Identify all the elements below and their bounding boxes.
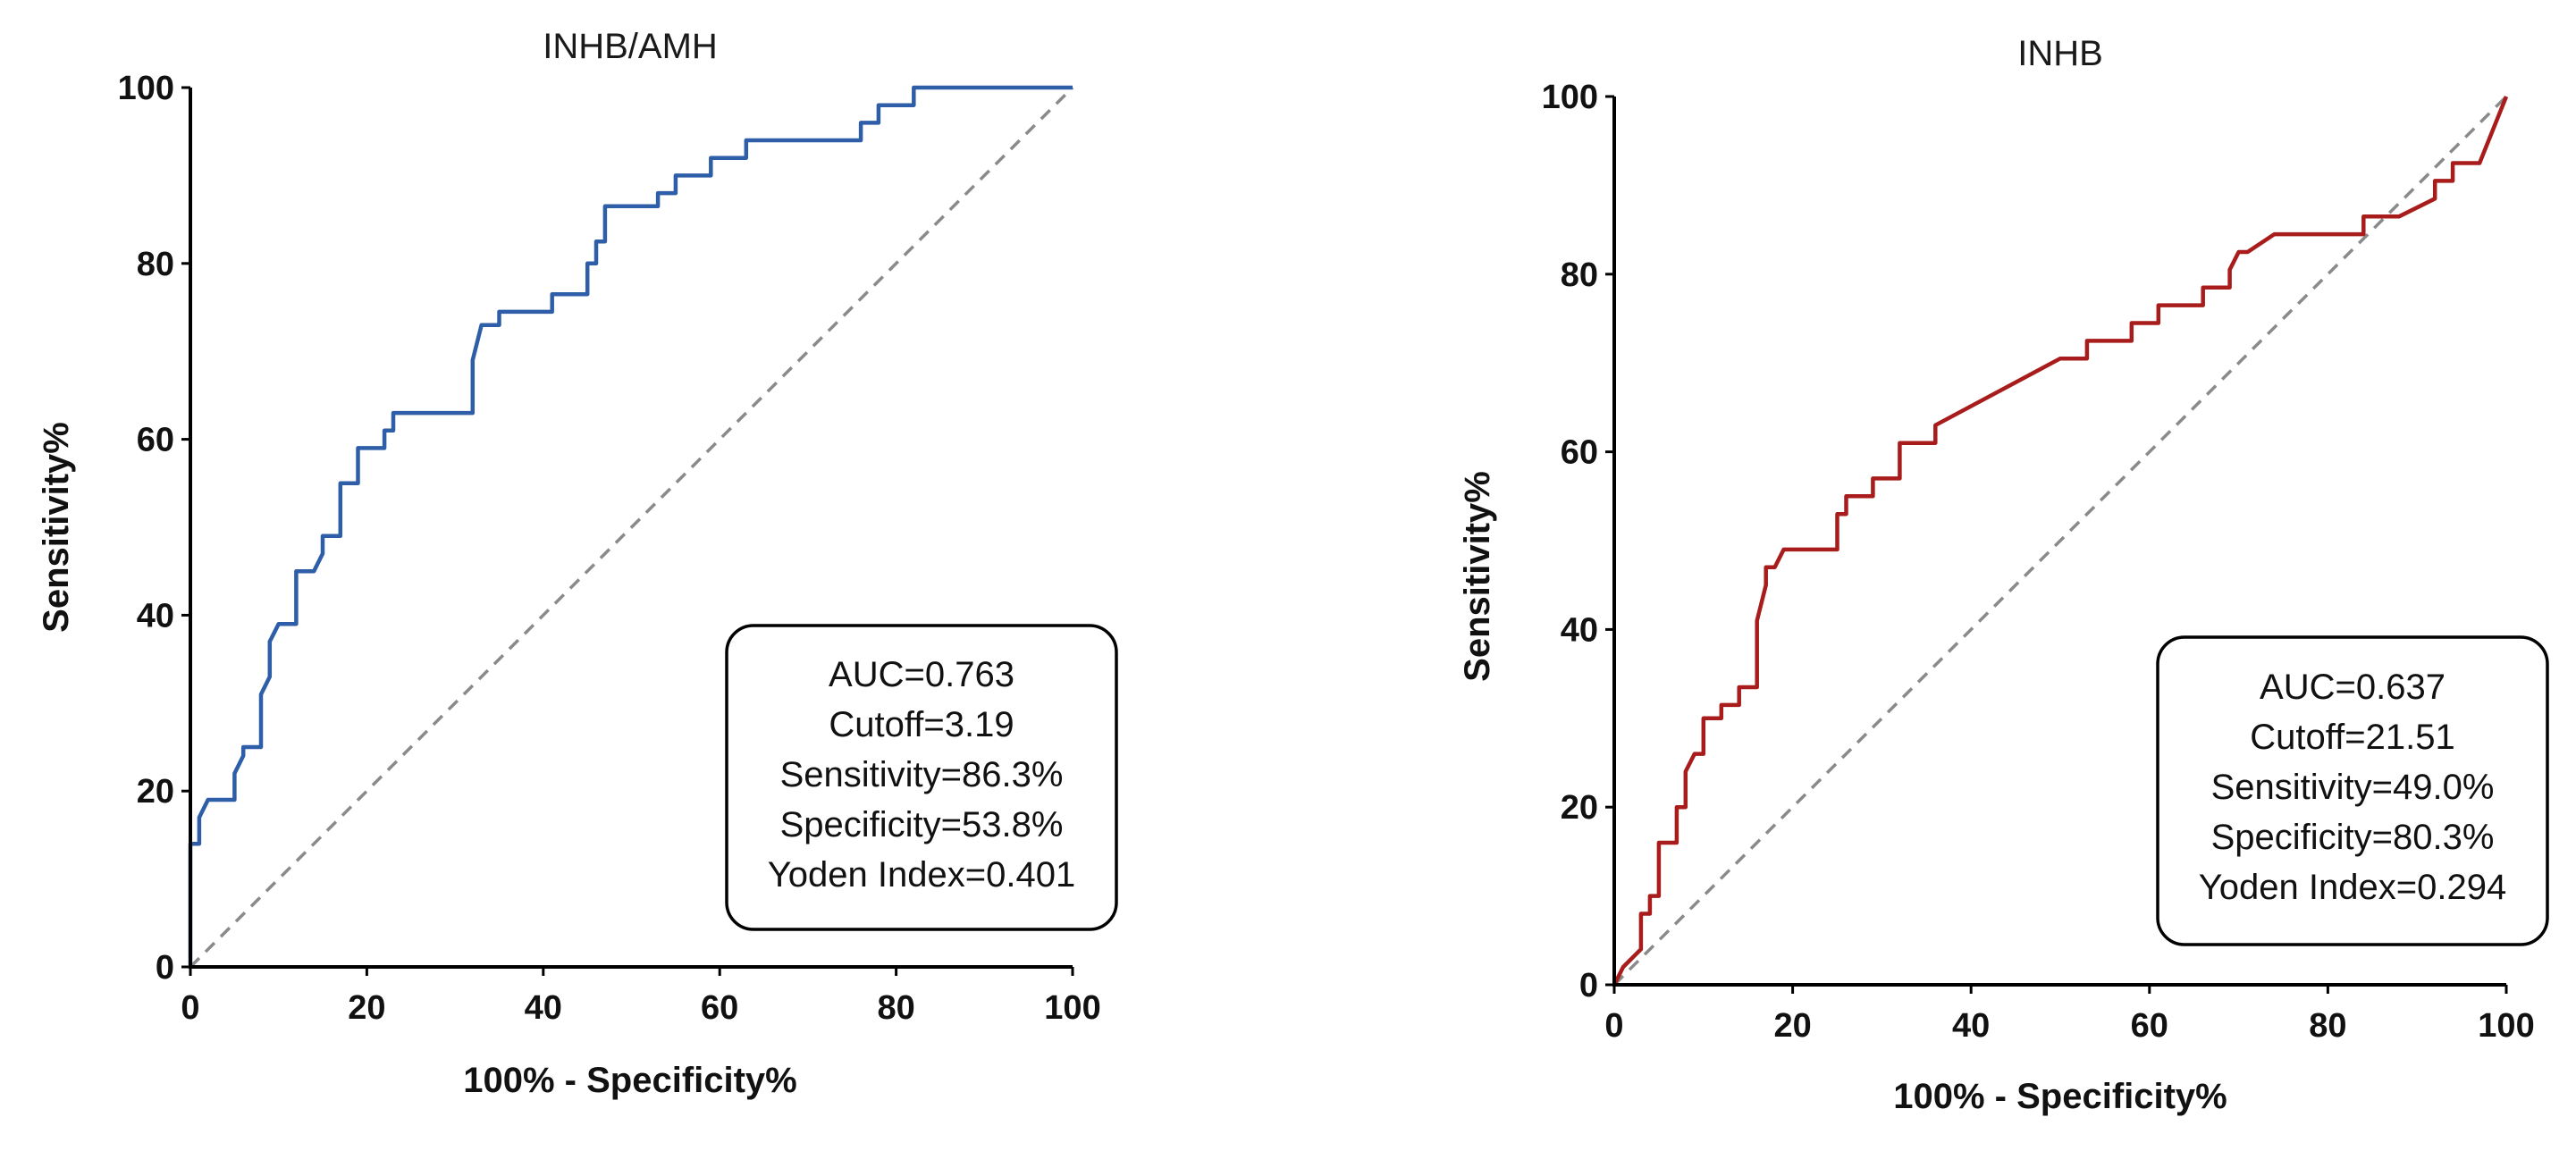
stats-box: AUC=0.763 Cutoff=3.19 Sensitivity=86.3% …: [725, 624, 1118, 931]
stats-box: AUC=0.637 Cutoff=21.51 Sensitivity=49.0%…: [2156, 635, 2549, 946]
y-axis-ticks: 0 20 40 60 80 100: [1542, 79, 1614, 1004]
y-tick-label: 100: [118, 70, 174, 107]
y-axis-ticks: 0 20 40 60 80 100: [118, 70, 190, 987]
y-tick-label: 60: [137, 422, 174, 459]
sensitivity-text: Sensitivity=49.0%: [2211, 768, 2495, 807]
y-tick-label: 40: [1561, 611, 1598, 649]
y-axis-label: Sensitivity%: [37, 422, 76, 633]
x-tick-label: 0: [1604, 1007, 1623, 1045]
yoden-index-text: Yoden Index=0.294: [2199, 868, 2506, 907]
x-tick-label: 40: [1952, 1007, 1990, 1045]
auc-text: AUC=0.763: [829, 655, 1014, 694]
y-tick-label: 40: [137, 597, 174, 634]
y-tick-label: 80: [137, 246, 174, 283]
chart-title: INHB: [2017, 34, 2103, 73]
roc-curve: [188, 85, 1073, 967]
y-tick-label: 60: [1561, 434, 1598, 472]
x-axis-ticks: 0 20 40 60 80 100: [1604, 985, 2535, 1045]
x-tick-label: 100: [2478, 1007, 2534, 1045]
x-axis-label: 100% - Specificity%: [1893, 1077, 2227, 1116]
x-tick-label: 20: [348, 989, 385, 1027]
x-tick-label: 40: [525, 989, 562, 1027]
x-tick-label: 100: [1044, 989, 1100, 1027]
cutoff-text: Cutoff=21.51: [2250, 718, 2454, 757]
roc-chart-inhb-amh: INHB/AMH 0 20 40 60 80 100 0 20 40 60 80 100 100% …: [37, 27, 1118, 1100]
x-tick-label: 80: [877, 989, 914, 1027]
x-tick-label: 80: [2309, 1007, 2346, 1045]
axes: [1612, 97, 2506, 987]
y-tick-label: 0: [1579, 967, 1598, 1004]
specificity-text: Specificity=80.3%: [2211, 818, 2495, 857]
specificity-text: Specificity=53.8%: [780, 805, 1064, 844]
sensitivity-text: Sensitivity=86.3%: [780, 755, 1064, 794]
x-tick-label: 0: [181, 989, 199, 1027]
y-tick-label: 100: [1542, 79, 1598, 116]
y-tick-label: 0: [156, 949, 174, 987]
y-tick-label: 20: [1561, 789, 1598, 827]
x-axis-ticks: 0 20 40 60 80 100: [181, 967, 1101, 1027]
axes: [189, 88, 1073, 969]
stats-box-frame: [725, 624, 1118, 931]
x-tick-label: 20: [1773, 1007, 1811, 1045]
reference-diagonal-line: [1612, 95, 2508, 987]
y-tick-label: 20: [137, 773, 174, 811]
cutoff-text: Cutoff=3.19: [829, 705, 1014, 744]
x-axis-label: 100% - Specificity%: [463, 1061, 797, 1100]
roc-chart-inhb: INHB 0 20 40 60 80 100 0 20 40 60 80 100 100% - Sp…: [1458, 34, 2549, 1116]
x-tick-label: 60: [701, 989, 738, 1027]
y-tick-label: 80: [1561, 256, 1598, 294]
yoden-index-text: Yoden Index=0.401: [768, 855, 1075, 895]
y-axis-label: Sensitivity%: [1458, 471, 1497, 682]
auc-text: AUC=0.637: [2260, 668, 2446, 707]
roc-curve: [1612, 96, 2509, 987]
x-tick-label: 60: [2131, 1007, 2168, 1045]
reference-diagonal-line: [189, 86, 1074, 969]
stats-box-frame: [2156, 635, 2549, 946]
chart-title: INHB/AMH: [543, 27, 718, 66]
